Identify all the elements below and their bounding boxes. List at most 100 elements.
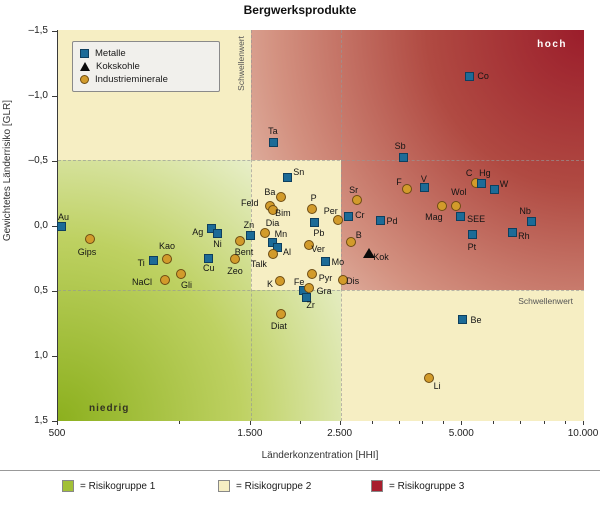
data-point-Zr xyxy=(302,292,312,302)
data-point-label-Sn: Sn xyxy=(293,167,305,178)
x-tick-mark xyxy=(583,421,584,425)
data-point-label-P: P xyxy=(310,192,317,203)
y-tick-label: –1,0 xyxy=(28,89,48,101)
data-point-label-Pd: Pd xyxy=(386,216,398,227)
x-minor-tick-mark xyxy=(422,421,424,424)
data-point-Kok xyxy=(363,248,376,259)
data-point-label-Mo: Mo xyxy=(331,256,345,267)
y-tick-label: 0,0 xyxy=(34,219,48,231)
data-point-label-Gips: Gips xyxy=(77,246,97,257)
data-point-label-W: W xyxy=(499,179,509,190)
x-tick-label: 500 xyxy=(48,428,66,439)
data-point-Talk xyxy=(267,249,278,260)
data-point-label-Pyr: Pyr xyxy=(318,272,333,283)
x-minor-tick-mark xyxy=(493,421,495,424)
data-point-label-Ba: Ba xyxy=(264,186,276,197)
data-point-Al xyxy=(273,243,283,253)
x-tick-label: 1.500 xyxy=(237,428,263,439)
data-point-label-Gra: Gra xyxy=(316,285,332,296)
x-minor-tick-mark xyxy=(564,421,566,424)
data-point-F xyxy=(402,184,413,195)
triangle-marker-icon xyxy=(80,62,90,71)
risk-legend-label: = Risikogruppe 1 xyxy=(80,480,156,492)
data-point-Dia xyxy=(260,228,271,239)
x-minor-tick-mark xyxy=(520,421,522,424)
data-point-label-Wol: Wol xyxy=(451,187,467,197)
x-tick-mark xyxy=(249,421,251,425)
data-point-Nb xyxy=(526,217,536,227)
x-tick-mark xyxy=(461,421,463,425)
data-point-label-Nb: Nb xyxy=(519,205,531,216)
risk-legend-item-2: = Risikogruppe 2 xyxy=(218,480,311,492)
data-point-Li xyxy=(424,372,435,383)
zone-label-hoch: hoch xyxy=(537,39,567,50)
data-point-label-Zeo: Zeo xyxy=(227,266,243,277)
y-tick-mark xyxy=(52,95,57,97)
data-point-label-Ver: Ver xyxy=(311,244,325,254)
data-point-Hg xyxy=(477,179,487,189)
data-point-Sb xyxy=(398,153,408,163)
data-point-label-Bim: Bim xyxy=(275,207,291,218)
x-axis-title: Länderkonzentration [HHI] xyxy=(261,450,379,461)
data-point-label-B: B xyxy=(355,230,362,241)
data-point-label-Kok: Kok xyxy=(373,252,389,263)
data-point-Zn xyxy=(246,231,256,241)
data-point-label-Pt: Pt xyxy=(467,241,477,252)
risk-swatch-icon xyxy=(62,480,74,492)
x-tick-label: 10.000 xyxy=(567,428,599,439)
risk-legend-item-3: = Risikogruppe 3 xyxy=(371,480,464,492)
bottom-divider xyxy=(0,470,600,471)
y-tick-mark xyxy=(52,160,57,162)
data-point-Bent xyxy=(235,236,246,247)
x-minor-tick-mark xyxy=(300,421,302,424)
x-minor-tick-mark xyxy=(178,421,180,424)
risk-swatch-icon xyxy=(218,480,230,492)
data-point-Cu xyxy=(204,253,214,263)
threshold-line-x2500 xyxy=(341,30,342,421)
x-tick-mark xyxy=(339,421,341,425)
plot-area: hoch niedrig Schwellenwert Schwellenwert… xyxy=(56,30,584,421)
risk-legend-label: = Risikogruppe 3 xyxy=(389,480,465,492)
y-axis: –1,5 –1,0 –0,5 0,0 0,5 1,0 1,5 xyxy=(0,25,57,426)
data-point-label-Cr: Cr xyxy=(355,210,365,221)
data-point-Pd xyxy=(375,215,385,225)
data-point-Cr xyxy=(344,211,354,221)
data-point-label-Be: Be xyxy=(470,315,482,326)
data-point-Pb xyxy=(310,218,320,228)
y-tick-mark xyxy=(52,225,57,227)
data-point-label-Ta: Ta xyxy=(268,126,278,137)
data-point-Bim xyxy=(267,204,278,215)
legend-item-label: Industrieminerale xyxy=(95,74,168,85)
data-point-SEE xyxy=(455,211,465,221)
x-minor-tick-mark xyxy=(398,421,400,424)
risk-legend-label: = Risikogruppe 2 xyxy=(236,480,312,492)
data-point-label-Zr: Zr xyxy=(306,300,315,310)
x-minor-tick-mark xyxy=(543,421,545,424)
data-point-label-Co: Co xyxy=(477,71,489,81)
data-point-label-Li: Li xyxy=(433,380,441,391)
legend-item-industrieminerale: Industrieminerale xyxy=(80,73,212,86)
data-point-NaCl xyxy=(160,275,171,286)
data-point-W xyxy=(489,184,499,194)
data-point-Dis xyxy=(337,275,348,286)
data-point-label-Sr: Sr xyxy=(349,184,359,195)
data-point-P xyxy=(306,203,317,214)
data-point-Gli xyxy=(176,268,187,279)
x-tick-label: 2.500 xyxy=(327,428,353,439)
risk-swatch-icon xyxy=(371,480,383,492)
data-point-label-Al: Al xyxy=(282,246,291,257)
data-point-Mo xyxy=(321,257,331,267)
x-tick-mark xyxy=(57,421,58,425)
y-tick-mark xyxy=(52,355,57,357)
data-point-Ag xyxy=(207,223,217,233)
data-point-label-Fe: Fe xyxy=(293,276,305,287)
data-point-label-Kao: Kao xyxy=(158,241,175,252)
data-point-label-Zn: Zn xyxy=(243,219,255,230)
data-point-label-Bent: Bent xyxy=(234,247,254,258)
data-point-Co xyxy=(464,71,474,81)
data-point-label-C: C xyxy=(465,167,473,178)
data-point-Sr xyxy=(351,194,362,205)
legend-item-kokskohle: Kokskohle xyxy=(80,60,212,73)
data-point-V xyxy=(420,183,430,193)
